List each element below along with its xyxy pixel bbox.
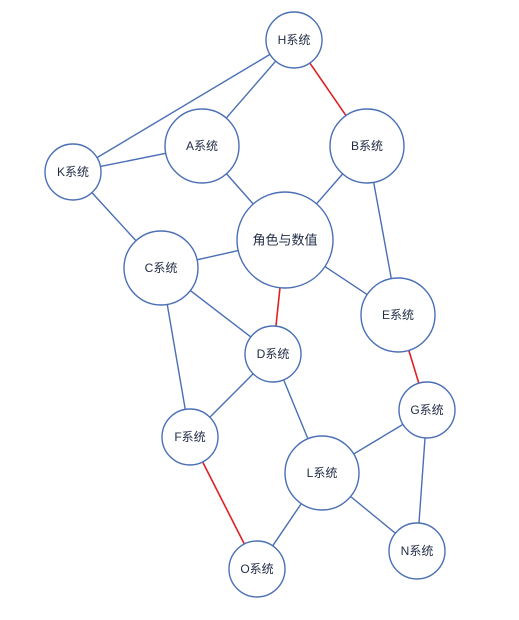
node-label-g: G系统 — [410, 403, 443, 417]
node-label-f: F系统 — [174, 430, 205, 444]
node-circle-n — [388, 522, 446, 580]
edge-k-a — [100, 152, 166, 168]
node-label-e: E系统 — [382, 308, 414, 322]
edge-f-o — [201, 461, 246, 545]
node-label-b: B系统 — [351, 139, 383, 153]
node-circle-b — [329, 108, 405, 184]
edge-center-d — [275, 287, 281, 327]
node-circle-d — [244, 325, 302, 383]
node-label-k: K系统 — [57, 165, 89, 179]
node-circle-g — [398, 381, 456, 439]
edge-d-l — [283, 379, 309, 440]
node-label-n: N系统 — [401, 544, 434, 558]
edge-l-n — [350, 495, 396, 534]
node-f: F系统 — [161, 408, 219, 466]
node-k: K系统 — [44, 143, 102, 201]
edge-h-b — [309, 62, 347, 116]
edges-layer — [91, 53, 426, 547]
edge-d-f — [209, 373, 254, 418]
edge-b-center — [316, 173, 344, 205]
node-circle-h — [265, 11, 323, 69]
node-l: L系统 — [284, 435, 360, 511]
node-label-d: D系统 — [257, 347, 290, 361]
node-circle-f — [161, 408, 219, 466]
node-circle-c — [123, 230, 199, 306]
node-label-l: L系统 — [307, 466, 338, 480]
edge-c-d — [189, 289, 252, 338]
edge-g-n — [418, 437, 426, 524]
edge-center-c — [196, 249, 239, 261]
node-c: C系统 — [123, 230, 199, 306]
node-g: G系统 — [398, 381, 456, 439]
edge-h-a — [225, 60, 277, 119]
node-label-h: H系统 — [278, 33, 311, 47]
node-circle-a — [164, 108, 240, 184]
edge-a-center — [225, 173, 254, 205]
node-label-a: A系统 — [186, 139, 218, 153]
node-o: O系统 — [228, 540, 286, 598]
node-center: 角色与数值 — [236, 191, 334, 289]
node-circle-center — [236, 191, 334, 289]
node-label-center: 角色与数值 — [252, 233, 317, 248]
edge-c-f — [166, 304, 186, 410]
node-circle-l — [284, 435, 360, 511]
edge-b-e — [372, 182, 393, 279]
node-e: E系统 — [360, 277, 436, 353]
node-circle-e — [360, 277, 436, 353]
node-circle-o — [228, 540, 286, 598]
edge-l-o — [272, 503, 302, 547]
edge-h-k — [96, 53, 271, 159]
node-label-o: O系统 — [240, 562, 273, 576]
node-h: H系统 — [265, 11, 323, 69]
edge-k-c — [91, 192, 137, 242]
node-n: N系统 — [388, 522, 446, 580]
edge-center-e — [324, 265, 368, 296]
edge-g-l — [353, 423, 404, 455]
node-d: D系统 — [244, 325, 302, 383]
edge-e-g — [408, 350, 420, 384]
node-circle-k — [44, 143, 102, 201]
node-a: A系统 — [164, 108, 240, 184]
node-b: B系统 — [329, 108, 405, 184]
node-label-c: C系统 — [145, 261, 178, 275]
